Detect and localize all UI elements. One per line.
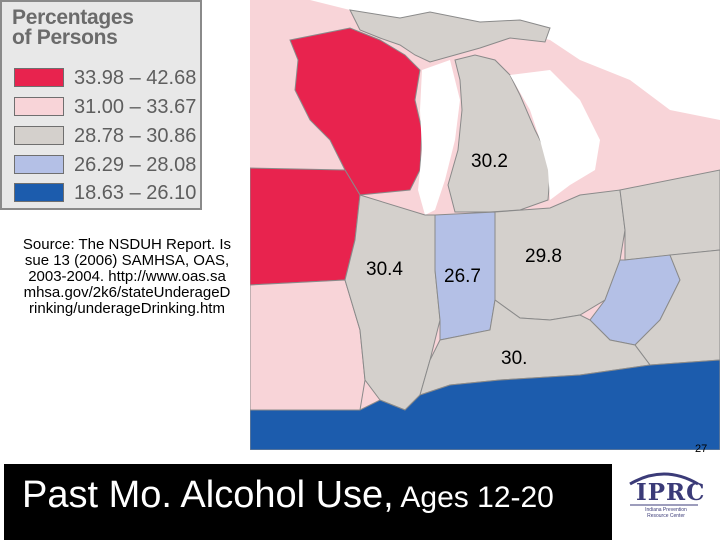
map-svg <box>250 0 720 450</box>
michigan-region <box>447 54 551 213</box>
kentucky-value-label: 30. <box>501 348 528 369</box>
logo-arc-icon <box>629 472 699 506</box>
legend-label: 26.29 – 28.08 <box>74 154 197 176</box>
legend-label: 28.78 – 30.86 <box>74 125 197 147</box>
legend-title: Percentages of Persons <box>12 6 134 49</box>
upper-peninsula <box>349 9 551 63</box>
indiana-value-label: 26.7 <box>444 266 481 287</box>
legend-item: 31.00 – 33.67 <box>14 96 200 119</box>
legend-label: 31.00 – 33.67 <box>74 96 197 118</box>
legend-label: 18.63 – 26.10 <box>74 182 197 204</box>
title-bar: Past Mo. Alcohol Use, Ages 12-20 <box>4 464 612 540</box>
legend-swatch <box>14 183 64 202</box>
legend-swatch <box>14 126 64 145</box>
lake-michigan <box>418 60 460 215</box>
lake-huron <box>510 70 600 200</box>
wisconsin-region <box>289 27 423 196</box>
legend-item: 33.98 – 42.68 <box>14 67 200 90</box>
legend-item: 18.63 – 26.10 <box>14 182 200 205</box>
logo-name: IPRC <box>636 479 706 506</box>
legend-label: 33.98 – 42.68 <box>74 67 197 89</box>
map-legend: Percentages of Persons 33.98 – 42.68 31.… <box>0 0 202 210</box>
title-sub-text: Ages 12-20 <box>393 481 554 514</box>
title-main-text: Past Mo. Alcohol Use, <box>22 474 394 516</box>
iprc-logo: IPRC Indiana Prevention Resource Center <box>624 470 704 528</box>
ohio-value-label: 29.8 <box>525 246 562 267</box>
illinois-value-label: 30.4 <box>366 259 403 280</box>
iowa-region <box>250 167 361 286</box>
legend-swatch <box>14 68 64 87</box>
state-map: 30.2 30.4 26.7 29.8 30. <box>250 0 720 450</box>
legend-swatch <box>14 97 64 116</box>
legend-item: 26.29 – 28.08 <box>14 154 200 177</box>
slide-title: Past Mo. Alcohol Use, Ages 12-20 <box>22 474 554 517</box>
page-number: 27 <box>695 443 708 455</box>
legend-item: 28.78 – 30.86 <box>14 125 200 148</box>
michigan-value-label: 30.2 <box>471 151 508 172</box>
logo-subtitle: Indiana Prevention Resource Center <box>645 507 687 519</box>
missouri-region <box>250 279 366 411</box>
tennessee-region <box>250 359 720 450</box>
legend-swatch <box>14 155 64 174</box>
source-citation: Source: The NSDUH Report. Issue 13 (2006… <box>22 236 232 317</box>
lake-superior <box>310 0 720 120</box>
